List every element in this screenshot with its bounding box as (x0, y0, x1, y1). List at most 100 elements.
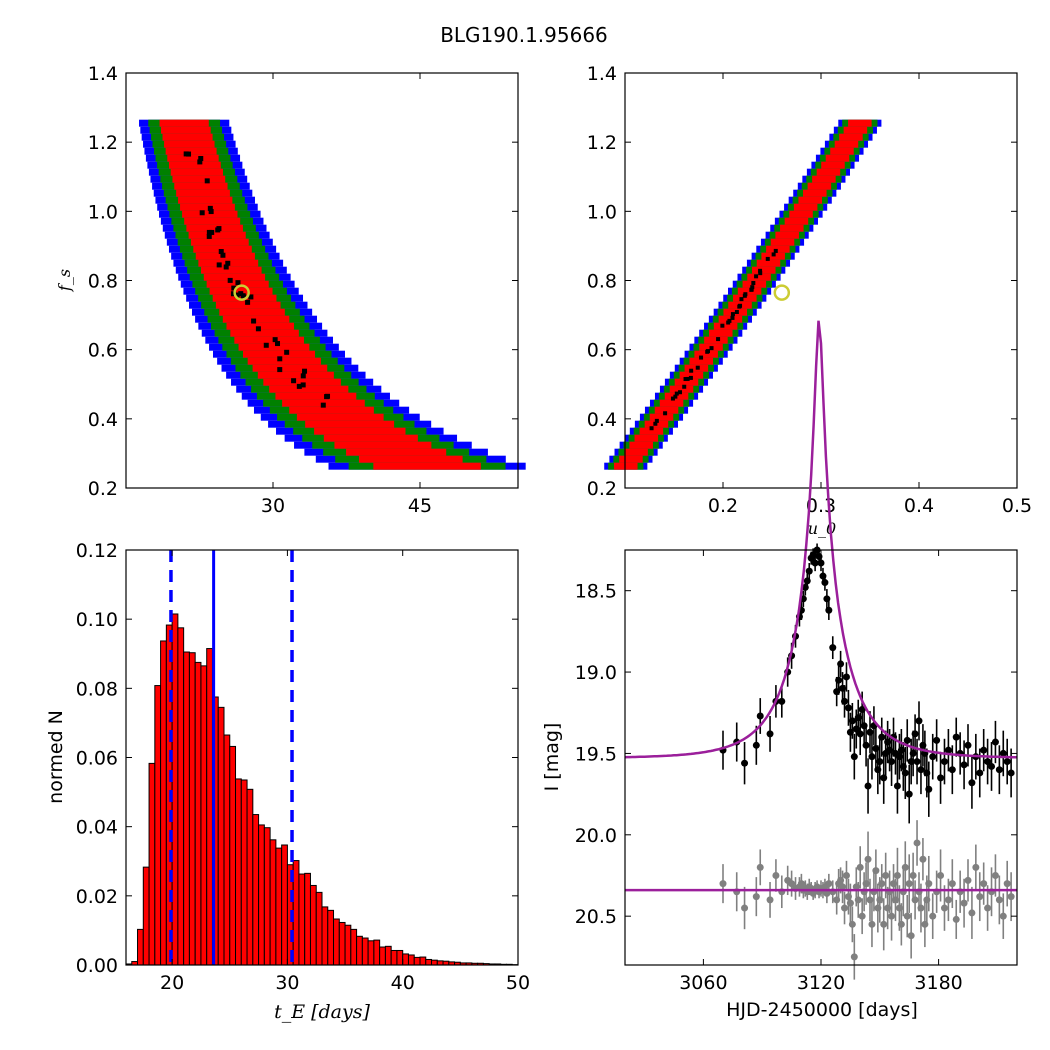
p1-sample-mark (300, 382, 306, 388)
data-point (905, 790, 913, 798)
p2-sample-mark (765, 256, 770, 261)
data-point (829, 644, 837, 652)
p1-region-cell (275, 392, 357, 400)
residual-point (878, 880, 886, 888)
data-point (952, 733, 960, 741)
p2-sample-mark (654, 418, 659, 423)
histogram-bar (402, 953, 409, 966)
p1-region-cell (167, 154, 219, 162)
p1-region-cell (170, 168, 223, 176)
p3-ytick-label: 0.02 (76, 886, 118, 908)
p3-ytick-label: 0.06 (76, 748, 118, 770)
p1-ylabel: f_s (55, 269, 74, 292)
p1-sample-mark (277, 367, 283, 373)
p2-region-cell (784, 217, 809, 225)
p2-sample-mark (685, 376, 690, 381)
p1-region-cell (247, 357, 321, 365)
data-point (937, 774, 945, 782)
p2-ytick-label: 0.8 (587, 271, 617, 293)
p2-region-cell (752, 266, 776, 274)
p1-sample-mark (206, 233, 212, 239)
p1-sample-mark (218, 249, 224, 255)
histogram-bar (361, 937, 369, 966)
p1-region-cell (219, 308, 285, 316)
p2-ytick-label: 0.2 (587, 478, 617, 500)
data-point (825, 606, 833, 614)
residual-point (856, 863, 864, 871)
residual-point (968, 909, 976, 917)
p2-region-cell (756, 259, 781, 267)
residual-point (909, 871, 917, 879)
p2-region-cell (629, 441, 653, 449)
p2-region-cell (713, 322, 738, 330)
histogram-bar (263, 827, 271, 966)
p4-ytick-label: 18.5 (575, 581, 617, 603)
p3-ytick-label: 0.12 (76, 540, 118, 562)
p1-region-cell (184, 217, 241, 225)
p1-sample-mark (245, 299, 251, 305)
residual-point (995, 896, 1003, 904)
residual-point (919, 855, 927, 863)
p4-xtick-label: 3060 (679, 972, 727, 994)
p1-sample-mark (284, 349, 290, 355)
p2-xtick-label: 0.4 (904, 495, 934, 517)
p1-region-cell (305, 420, 395, 428)
residual-point (984, 904, 992, 912)
histogram-bar (177, 627, 185, 966)
p2-region-cell (775, 231, 799, 239)
histogram-bar (321, 906, 329, 966)
p2-sample-mark (730, 315, 735, 320)
data-point (964, 741, 972, 749)
histogram-bar (171, 613, 179, 966)
data-point (876, 758, 884, 766)
residual-point (964, 876, 972, 884)
residual-point (825, 880, 833, 888)
p1-region-cell (201, 266, 262, 274)
histogram-bar (252, 814, 260, 966)
residual-point (846, 899, 854, 907)
p2-region-cell (834, 140, 859, 148)
fs-vs-u0-panel: u_0 0.2 0.3 0.4 0.50.20.40.60.81.01.21.4 (587, 63, 1032, 538)
p1-sample-mark (238, 291, 244, 297)
p1-best-samples (183, 151, 331, 408)
residual-point (888, 912, 896, 920)
residual-point (872, 867, 880, 875)
p1-region-cell (314, 427, 406, 435)
data-point (976, 769, 984, 777)
p2-region-cell (798, 196, 822, 204)
histogram-bar (390, 949, 398, 966)
p1-sample-mark (216, 226, 222, 232)
p1-sample-mark (197, 159, 203, 165)
histogram-bar (327, 909, 335, 966)
p1-region-cell (257, 371, 334, 379)
p3-ylabel: normed N (45, 710, 67, 804)
p2-region-cell (709, 329, 733, 337)
histogram-bar (396, 949, 404, 966)
p2-sample-mark (674, 391, 679, 396)
data-point (1003, 758, 1011, 766)
p1-region-cell (226, 322, 294, 330)
p2-region-cell (733, 294, 757, 302)
histogram-bar (425, 958, 433, 966)
residual-point (868, 920, 876, 928)
data-point (980, 746, 988, 754)
p1-sample-mark (291, 378, 297, 384)
histogram-bar (309, 884, 317, 966)
p2-ytick-label: 1.0 (587, 201, 617, 223)
data-point (933, 736, 941, 744)
residual-point (893, 871, 901, 879)
p2-region-cell (704, 336, 728, 344)
p1-region-cell (174, 182, 228, 190)
data-point (925, 785, 933, 793)
histogram-bar (292, 860, 300, 966)
p2-region-cell (770, 238, 795, 246)
p2-sample-mark (734, 310, 739, 315)
p1-region-cell (238, 343, 310, 351)
p2-sample-mark (739, 297, 744, 302)
data-point (805, 567, 813, 575)
data-point (878, 733, 886, 741)
residual-point (917, 904, 925, 912)
p1-sample-mark (263, 342, 269, 348)
p2-ytick-label: 0.4 (587, 409, 617, 431)
